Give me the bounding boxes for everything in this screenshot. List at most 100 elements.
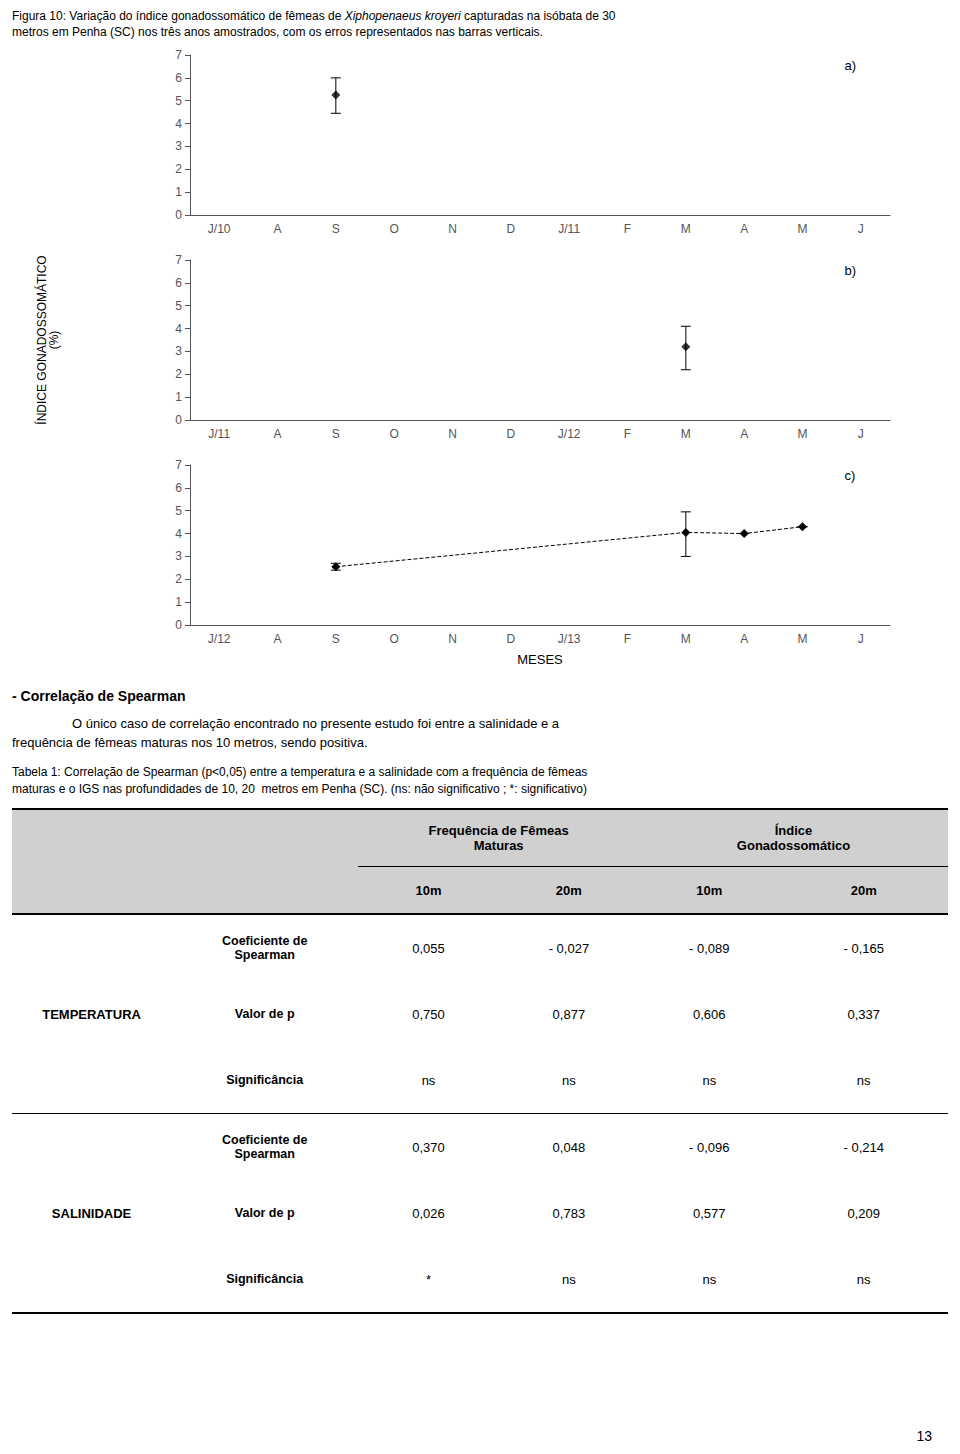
svg-text:D: D <box>506 427 515 441</box>
html-text:- 0,089: - 0,089 <box>689 940 730 956</box>
svg-text:4: 4 <box>175 322 182 336</box>
svg-text:J/12: J/12 <box>558 427 581 441</box>
svg-text:a): a) <box>845 58 857 73</box>
html-text:0,370: 0,370 <box>412 1139 445 1155</box>
html-text:ns: ns <box>702 1271 717 1287</box>
svg-text:c): c) <box>845 468 856 483</box>
svg-text:M: M <box>681 222 691 236</box>
svg-text:1: 1 <box>175 595 182 609</box>
svg-text:O: O <box>389 632 398 646</box>
svg-text:S: S <box>332 427 340 441</box>
svg-text:(%): (%) <box>47 331 61 350</box>
svg-text:7: 7 <box>175 458 182 472</box>
svg-text:N: N <box>448 427 457 441</box>
svg-text:MESES: MESES <box>517 652 563 667</box>
svg-text:3: 3 <box>175 344 182 358</box>
svg-text:A: A <box>273 427 281 441</box>
svg-text:M: M <box>681 427 691 441</box>
svg-text:7: 7 <box>175 253 182 267</box>
html-text:10m: 10m <box>415 882 442 898</box>
svg-text:4: 4 <box>175 117 182 131</box>
html-text:ns: ns <box>856 1072 871 1088</box>
html-text:20m: 20m <box>850 882 877 898</box>
svg-text:6: 6 <box>175 71 182 85</box>
svg-text:0: 0 <box>175 208 182 222</box>
svg-text:S: S <box>332 632 340 646</box>
html-text:Frequência de Fêmeas Maturas: Frequência de Fêmeas Maturas <box>428 823 569 853</box>
svg-text:J/10: J/10 <box>208 222 231 236</box>
svg-text:M: M <box>798 632 808 646</box>
svg-text:F: F <box>624 222 631 236</box>
svg-text:b): b) <box>845 263 857 278</box>
svg-text:2: 2 <box>175 367 182 381</box>
html-text:0,048: 0,048 <box>552 1139 586 1155</box>
svg-text:J/13: J/13 <box>558 632 581 646</box>
svg-text:2: 2 <box>175 162 182 176</box>
svg-text:J/12: J/12 <box>208 632 231 646</box>
svg-text:7: 7 <box>175 48 182 62</box>
html-text:O único caso de correlação enc: O único caso de correlação encontrado no… <box>72 716 560 731</box>
html-text:SALINIDADE: SALINIDADE <box>51 1205 132 1221</box>
svg-text:J/11: J/11 <box>558 222 580 236</box>
html-text:Coeficiente de Spearman: Coeficiente de Spearman <box>222 934 308 962</box>
svg-text:A: A <box>740 632 748 646</box>
svg-text:N: N <box>448 222 457 236</box>
svg-text:M: M <box>681 632 691 646</box>
html-text:13: 13 <box>916 1428 932 1444</box>
svg-text:J: J <box>858 632 864 646</box>
html-text:0,750: 0,750 <box>412 1006 445 1022</box>
html-text:Coeficiente de Spearman: Coeficiente de Spearman <box>222 1133 308 1161</box>
html-text:- 0,096: - 0,096 <box>689 1139 730 1155</box>
svg-text:4: 4 <box>175 527 182 541</box>
svg-text:M: M <box>798 222 808 236</box>
svg-text:1: 1 <box>175 185 182 199</box>
svg-text:0: 0 <box>175 413 182 427</box>
svg-text:5: 5 <box>175 299 182 313</box>
html-text:frequência de fêmeas maturas n: frequência de fêmeas maturas nos 10 metr… <box>12 735 368 750</box>
svg-text:A: A <box>740 222 748 236</box>
html-text:0,877: 0,877 <box>552 1006 586 1022</box>
svg-text:D: D <box>506 222 515 236</box>
svg-text:5: 5 <box>175 504 182 518</box>
html-text:ns: ns <box>856 1271 871 1287</box>
html-text:10m: 10m <box>696 882 723 898</box>
svg-text:F: F <box>624 427 631 441</box>
html-text:0,337: 0,337 <box>847 1006 880 1022</box>
html-text:- 0,165: - 0,165 <box>843 940 884 956</box>
svg-text:6: 6 <box>175 481 182 495</box>
html-text:0,055: 0,055 <box>412 940 445 956</box>
html-text:TEMPERATURA: TEMPERATURA <box>42 1006 141 1022</box>
html-text:ns: ns <box>702 1072 717 1088</box>
html-text:0,577: 0,577 <box>693 1205 726 1221</box>
svg-text:S: S <box>332 222 340 236</box>
svg-text:6: 6 <box>175 276 182 290</box>
html-text:- 0,214: - 0,214 <box>843 1139 884 1155</box>
svg-text:M: M <box>798 427 808 441</box>
svg-text:3: 3 <box>175 549 182 563</box>
html-text:0,783: 0,783 <box>552 1205 586 1221</box>
svg-text:3: 3 <box>175 139 182 153</box>
html-text:0,026: 0,026 <box>412 1205 445 1221</box>
svg-text:N: N <box>448 632 457 646</box>
svg-text:O: O <box>389 222 398 236</box>
svg-text:J: J <box>858 222 864 236</box>
svg-text:O: O <box>389 427 398 441</box>
svg-text:0: 0 <box>175 618 182 632</box>
svg-text:1: 1 <box>175 390 182 404</box>
html-text:Índice Gonadossomático: Índice Gonadossomático <box>736 823 851 853</box>
html-text:- 0,027: - 0,027 <box>548 940 590 956</box>
svg-text:5: 5 <box>175 94 182 108</box>
svg-text:A: A <box>273 222 281 236</box>
html-text:0,606: 0,606 <box>693 1006 726 1022</box>
svg-text:J: J <box>858 427 864 441</box>
svg-text:J/11: J/11 <box>208 427 230 441</box>
html-text:- Correlação de Spearman: - Correlação de Spearman <box>12 688 186 704</box>
svg-text:D: D <box>506 632 515 646</box>
svg-text:A: A <box>740 427 748 441</box>
html-text:0,209: 0,209 <box>847 1205 880 1221</box>
svg-text:2: 2 <box>175 572 182 586</box>
html-text:20m: 20m <box>555 882 582 898</box>
svg-text:A: A <box>273 632 281 646</box>
svg-text:F: F <box>624 632 631 646</box>
html-text:ns: ns <box>421 1072 436 1088</box>
